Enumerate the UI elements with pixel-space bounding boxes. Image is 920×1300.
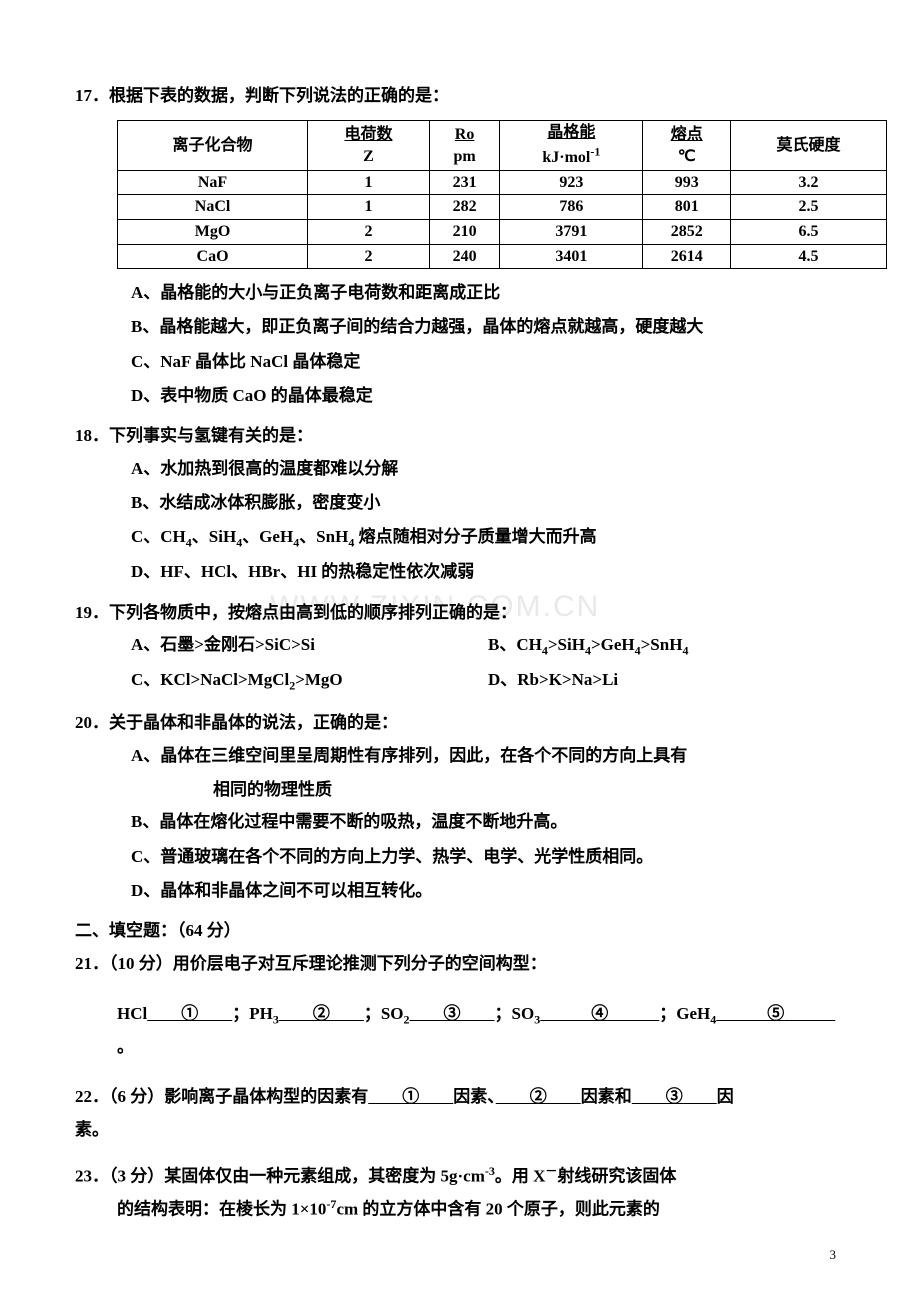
table-row: NaCl12827868012.5 xyxy=(118,195,887,220)
cell: 1 xyxy=(308,195,430,220)
q17-opt-d: D、表中物质 CaO 的晶体最稳定 xyxy=(131,380,845,412)
th-ro-l1: Ro xyxy=(455,126,475,143)
q22-line1: 22．（6 分）影响离子晶体构型的因素有 ① 因素、 ② 因素和 ③ 因 xyxy=(75,1081,845,1113)
cell: 2.5 xyxy=(731,195,887,220)
q17-table: 离子化合物 电荷数 Z Ro pm 晶格能 kJ·mol-1 熔点 ℃ 莫氏硬度 NaF… xyxy=(117,120,887,269)
question-18: 18．下列事实与氢键有关的是： A、水加热到很高的温度都难以分解 B、水结成冰体… xyxy=(75,420,845,588)
cell: 210 xyxy=(429,220,499,245)
q21-blanks: HCl ① ；PH3 ② ；SO2 ③ ；SO3 ④ ；GeH4 ⑤ 。 xyxy=(75,998,845,1063)
cell: 786 xyxy=(500,195,643,220)
th-hardness: 莫氏硬度 xyxy=(731,121,887,171)
q20-opt-a2: 相同的物理性质 xyxy=(131,774,845,806)
question-17: 17．根据下表的数据，判断下列说法的正确的是： 离子化合物 电荷数Z Ropm … xyxy=(75,80,845,412)
th-mp-l2: ℃ xyxy=(678,148,696,165)
th-ro: Ro pm xyxy=(429,121,499,171)
question-19: 19．下列各物质中，按熔点由高到低的顺序排列正确的是： A、石墨>金刚石>SiC… xyxy=(75,597,845,700)
section-2-header: 二、填空题：（64 分） xyxy=(75,915,845,947)
th-lattice: 晶格能 kJ·mol-1 xyxy=(500,121,643,171)
q18-opt-c: C、CH4、SiH4、GeH4、SnH4 熔点随相对分子质量增大而升高 xyxy=(131,521,845,554)
cell: 3.2 xyxy=(731,170,887,195)
q17-opt-c: C、NaF 晶体比 NaCl 晶体稳定 xyxy=(131,346,845,378)
page-number: 3 xyxy=(830,1243,837,1268)
cell: NaCl xyxy=(118,195,308,220)
q22-line2: 素。 xyxy=(75,1114,845,1146)
q23-line2: 的结构表明：在棱长为 1×10-7cm 的立方体中含有 20 个原子，则此元素的 xyxy=(75,1193,845,1226)
cell: 3401 xyxy=(500,244,643,269)
q18-opt-b: B、水结成冰体积膨胀，密度变小 xyxy=(131,487,845,519)
th-charge: 电荷数 Z xyxy=(308,121,430,171)
q19-opt-a: A、石墨>金刚石>SiC>Si xyxy=(131,629,488,662)
cell: NaF xyxy=(118,170,308,195)
table-row: NaF12319239933.2 xyxy=(118,170,887,195)
q19-opt-c: C、KCl>NaCl>MgCl2>MgO xyxy=(131,664,488,697)
th-ro-l2: pm xyxy=(453,148,475,165)
table-row: MgO2210379128526.5 xyxy=(118,220,887,245)
cell: 282 xyxy=(429,195,499,220)
q21-stem: 21．（10 分）用价层电子对互斥理论推测下列分子的空间构型： xyxy=(75,948,845,980)
cell: 2 xyxy=(308,220,430,245)
cell: 2852 xyxy=(643,220,731,245)
q20-opt-b: B、晶体在熔化过程中需要不断的吸热，温度不断地升高。 xyxy=(131,806,845,838)
q23-line1: 23．（3 分）某固体仅由一种元素组成，其密度为 5g·cm-3。用 X－射线研… xyxy=(75,1160,845,1193)
question-21: 21．（10 分）用价层电子对互斥理论推测下列分子的空间构型： HCl ① ；P… xyxy=(75,948,845,1064)
th-mp: 熔点 ℃ xyxy=(643,121,731,171)
q17-stem: 17．根据下表的数据，判断下列说法的正确的是： xyxy=(75,80,845,112)
table-row: CaO2240340126144.5 xyxy=(118,244,887,269)
table-header-row: 离子化合物 电荷数 Z Ro pm 晶格能 kJ·mol-1 熔点 ℃ 莫氏硬度 xyxy=(118,121,887,171)
cell: 4.5 xyxy=(731,244,887,269)
th-lattice-l2: kJ·mol-1 xyxy=(542,149,600,166)
q20-stem: 20．关于晶体和非晶体的说法，正确的是： xyxy=(75,707,845,739)
q18-opt-a: A、水加热到很高的温度都难以分解 xyxy=(131,453,845,485)
cell: 2 xyxy=(308,244,430,269)
cell: 1 xyxy=(308,170,430,195)
th-compound: 离子化合物 xyxy=(118,121,308,171)
q18-opt-d: D、HF、HCl、HBr、HI 的热稳定性依次减弱 xyxy=(131,556,845,588)
th-lattice-l1: 晶格能 xyxy=(547,124,595,141)
cell: 923 xyxy=(500,170,643,195)
cell: 240 xyxy=(429,244,499,269)
cell: 993 xyxy=(643,170,731,195)
q20-opt-d: D、晶体和非晶体之间不可以相互转化。 xyxy=(131,875,845,907)
q19-opt-b: B、CH4>SiH4>GeH4>SnH4 xyxy=(488,629,845,662)
q20-opt-a1: A、晶体在三维空间里呈周期性有序排列，因此，在各个不同的方向上具有 xyxy=(131,740,845,772)
cell: 6.5 xyxy=(731,220,887,245)
question-20: 20．关于晶体和非晶体的说法，正确的是： A、晶体在三维空间里呈周期性有序排列，… xyxy=(75,707,845,907)
th-charge-l2: Z xyxy=(363,148,374,165)
q19-stem: 19．下列各物质中，按熔点由高到低的顺序排列正确的是： xyxy=(75,597,845,629)
th-mp-l1: 熔点 xyxy=(671,126,703,143)
cell: 801 xyxy=(643,195,731,220)
cell: MgO xyxy=(118,220,308,245)
question-23: 23．（3 分）某固体仅由一种元素组成，其密度为 5g·cm-3。用 X－射线研… xyxy=(75,1160,845,1226)
q19-opt-d: D、Rb>K>Na>Li xyxy=(488,664,845,697)
cell: 3791 xyxy=(500,220,643,245)
q18-options: A、水加热到很高的温度都难以分解 B、水结成冰体积膨胀，密度变小 C、CH4、S… xyxy=(75,453,845,589)
q20-options: A、晶体在三维空间里呈周期性有序排列，因此，在各个不同的方向上具有 相同的物理性… xyxy=(75,740,845,907)
cell: 231 xyxy=(429,170,499,195)
q17-options: A、晶格能的大小与正负离子电荷数和距离成正比 B、晶格能越大，即正负离子间的结合… xyxy=(75,277,845,412)
question-22: 22．（6 分）影响离子晶体构型的因素有 ① 因素、 ② 因素和 ③ 因 素。 xyxy=(75,1081,845,1146)
q19-options: A、石墨>金刚石>SiC>Si B、CH4>SiH4>GeH4>SnH4 C、K… xyxy=(75,629,845,699)
q17-opt-a: A、晶格能的大小与正负离子电荷数和距离成正比 xyxy=(131,277,845,309)
q17-opt-b: B、晶格能越大，即正负离子间的结合力越强，晶体的熔点就越高，硬度越大 xyxy=(131,311,845,343)
q20-opt-c: C、普通玻璃在各个不同的方向上力学、热学、电学、光学性质相同。 xyxy=(131,841,845,873)
q18-stem: 18．下列事实与氢键有关的是： xyxy=(75,420,845,452)
cell: 2614 xyxy=(643,244,731,269)
th-charge-l1: 电荷数 xyxy=(344,126,392,143)
cell: CaO xyxy=(118,244,308,269)
page-content: 17．根据下表的数据，判断下列说法的正确的是： 离子化合物 电荷数Z Ropm … xyxy=(75,80,845,1226)
